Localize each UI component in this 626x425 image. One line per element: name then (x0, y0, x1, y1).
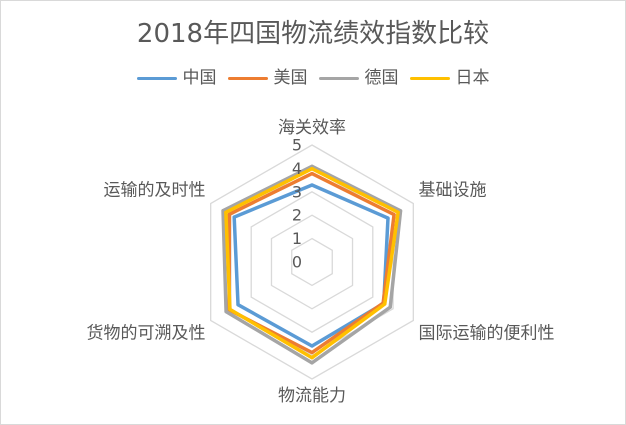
tick-label: 4 (292, 159, 302, 178)
tick-label: 5 (292, 136, 302, 155)
legend-item-4: 日本 (409, 67, 490, 89)
chart-title: 2018年四国物流绩效指数比较 (136, 19, 490, 49)
legend-swatch-4 (409, 76, 450, 80)
grid-ring (270, 214, 354, 310)
data-point (224, 310, 228, 314)
series-line (221, 164, 403, 365)
data-point (396, 210, 400, 214)
category-label: 国际运输的便利性 (419, 324, 555, 344)
data-point (310, 171, 314, 176)
category-label: 运输的及时性 (104, 181, 206, 201)
category-label: 物流能力 (278, 386, 346, 406)
tick-label: 2 (292, 206, 302, 225)
legend-item-1: 中国 (136, 67, 217, 89)
grid-ring (291, 237, 333, 287)
category-label: 货物的可溯及性 (87, 324, 206, 344)
legend-label-3: 德国 (364, 68, 399, 88)
legend: 中国 美国 德国 日本 (0, 67, 626, 89)
legend-label-4: 日本 (455, 68, 490, 88)
data-point (310, 344, 314, 348)
data-point (310, 350, 314, 355)
series-line (227, 171, 396, 355)
series-line (232, 183, 390, 348)
data-point (227, 212, 231, 216)
series-4 (224, 166, 400, 360)
data-point (228, 307, 232, 311)
tick-label: 1 (292, 229, 302, 248)
legend-swatch-2 (227, 76, 268, 80)
tick-label: 3 (292, 182, 302, 201)
radial-axis-ticks: 0 1 2 3 4 5 (292, 136, 302, 272)
data-point (386, 216, 390, 220)
data-point (221, 209, 225, 213)
data-point (383, 302, 387, 306)
data-point (388, 305, 392, 309)
grid-ring (250, 191, 374, 333)
tick-label: 0 (292, 253, 302, 272)
category-label: 海关效率 (278, 118, 346, 138)
legend-item-3: 德国 (318, 67, 399, 89)
series-3 (221, 164, 403, 365)
data-point (392, 213, 396, 217)
data-point (310, 356, 314, 360)
data-point (236, 303, 240, 307)
legend-swatch-3 (318, 76, 359, 80)
data-point (310, 361, 314, 365)
legend-swatch-1 (136, 76, 177, 80)
data-point (310, 167, 314, 171)
grid-ring (210, 144, 414, 380)
legend-item-2: 美国 (227, 67, 308, 89)
grid-rings (210, 144, 414, 380)
legend-label-1: 中国 (182, 68, 217, 88)
legend-label-2: 美国 (273, 68, 308, 88)
data-point (310, 183, 314, 187)
data-point (224, 210, 228, 214)
category-label: 基础设施 (419, 181, 487, 201)
data-point (232, 215, 236, 219)
